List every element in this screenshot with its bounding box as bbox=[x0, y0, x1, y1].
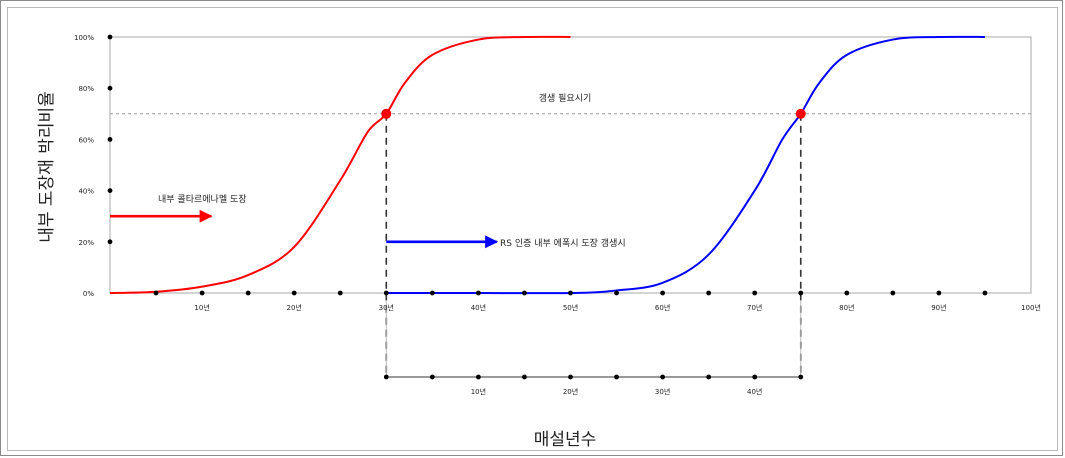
x-tick-label: 60년 bbox=[655, 303, 670, 312]
x-axis-dot bbox=[338, 291, 343, 296]
annotation-label-1: 내부 콜타르에나멜 도장 bbox=[158, 193, 247, 205]
y-tick-label: 100% bbox=[74, 34, 94, 42]
secondary-axis-dot bbox=[752, 375, 757, 380]
x-axis-dot bbox=[752, 291, 757, 296]
x-axis-dot bbox=[200, 291, 205, 296]
secondary-axis-dot bbox=[660, 375, 665, 380]
secondary-tick-label: 10년 bbox=[471, 387, 486, 396]
x-axis-dot bbox=[568, 291, 573, 296]
x-axis-dot bbox=[154, 291, 159, 296]
y-tick-label: 40% bbox=[78, 188, 94, 196]
x-axis-dot bbox=[798, 291, 803, 296]
x-axis-dot bbox=[983, 291, 988, 296]
secondary-axis-dot bbox=[706, 375, 711, 380]
x-axis-dot bbox=[522, 291, 527, 296]
secondary-tick-label: 30년 bbox=[655, 387, 670, 396]
y-axis-dot bbox=[108, 86, 113, 91]
x-axis-dot bbox=[246, 291, 251, 296]
y-axis-dot bbox=[108, 188, 113, 193]
y-axis-title: 내부 도장재 박리비율 bbox=[37, 91, 57, 243]
x-axis-dot bbox=[706, 291, 711, 296]
x-tick-label: 100년 bbox=[1021, 303, 1041, 312]
x-axis-dot bbox=[660, 291, 665, 296]
x-axis-dot bbox=[614, 291, 619, 296]
x-tick-label: 90년 bbox=[931, 303, 946, 312]
x-axis-dot bbox=[844, 291, 849, 296]
secondary-axis-dot bbox=[614, 375, 619, 380]
x-axis-dot bbox=[292, 291, 297, 296]
x-axis-title: 매설년수 bbox=[534, 430, 597, 450]
y-tick-label: 0% bbox=[83, 290, 94, 298]
secondary-axis-dot bbox=[384, 375, 389, 380]
secondary-axis-dot bbox=[568, 375, 573, 380]
x-tick-label: 80년 bbox=[839, 303, 854, 312]
threshold-marker-1 bbox=[381, 109, 391, 119]
x-tick-label: 10년 bbox=[194, 303, 209, 312]
y-tick-label: 60% bbox=[78, 136, 94, 144]
secondary-tick-label: 20년 bbox=[563, 387, 578, 396]
x-axis-dot bbox=[890, 291, 895, 296]
x-axis-dot bbox=[430, 291, 435, 296]
y-tick-label: 20% bbox=[78, 239, 94, 247]
x-tick-label: 30년 bbox=[379, 303, 394, 312]
secondary-axis-dot bbox=[798, 375, 803, 380]
secondary-tick-label: 40년 bbox=[747, 387, 762, 396]
threshold-marker-2 bbox=[796, 109, 806, 119]
y-axis-dot bbox=[108, 35, 113, 40]
y-axis-dot bbox=[108, 239, 113, 244]
x-tick-label: 20년 bbox=[287, 303, 302, 312]
threshold-label: 갱생 필요시기 bbox=[539, 92, 592, 104]
secondary-axis-dot bbox=[522, 375, 527, 380]
y-tick-label: 80% bbox=[78, 85, 94, 93]
secondary-axis-dot bbox=[476, 375, 481, 380]
x-tick-label: 40년 bbox=[471, 303, 486, 312]
x-tick-label: 70년 bbox=[747, 303, 762, 312]
x-axis-dot bbox=[476, 291, 481, 296]
series-line-1 bbox=[110, 37, 571, 293]
secondary-axis-dot bbox=[430, 375, 435, 380]
x-axis-dot bbox=[937, 291, 942, 296]
plot-area bbox=[110, 37, 1031, 293]
x-tick-label: 50년 bbox=[563, 303, 578, 312]
y-axis-dot bbox=[108, 137, 113, 142]
series-line-2 bbox=[386, 37, 985, 293]
annotation-label-2: RS 인증 내부 에폭시 도장 갱생시 bbox=[500, 238, 626, 249]
x-axis-dot bbox=[384, 291, 389, 296]
